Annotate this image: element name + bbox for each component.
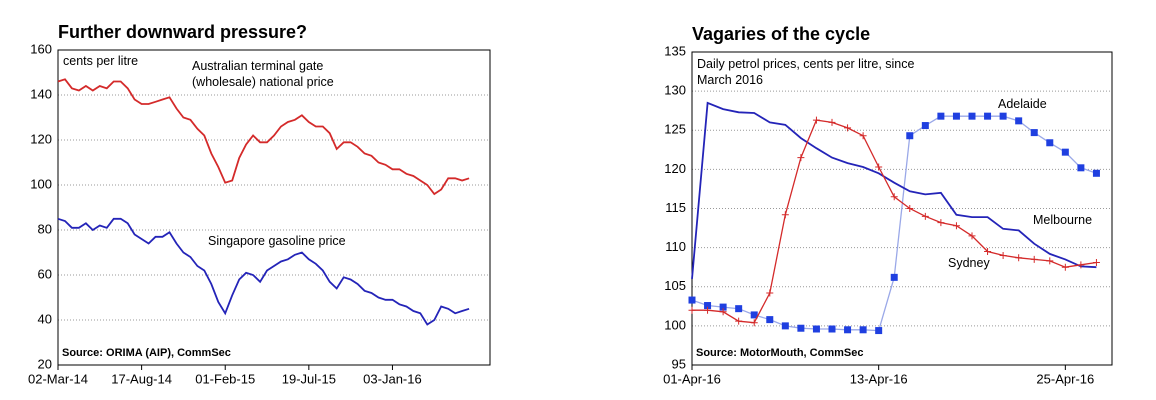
y-tick-label: 125 [664, 122, 686, 137]
marker [1030, 129, 1038, 137]
marker [797, 154, 805, 162]
marker [688, 296, 696, 304]
y-tick-label: 140 [30, 86, 52, 101]
x-tick-label: 19-Jul-15 [282, 371, 336, 386]
marker [875, 327, 883, 335]
series-label: Sydney [948, 256, 990, 270]
marker [781, 211, 789, 219]
marker [1092, 258, 1100, 266]
marker [750, 311, 758, 319]
x-tick-label: 02-Mar-14 [28, 371, 88, 386]
series-line [691, 101, 1097, 279]
marker [812, 116, 820, 124]
marker [812, 325, 820, 333]
marker [735, 317, 743, 325]
marker [1077, 164, 1085, 172]
marker [906, 132, 914, 140]
x-tick-label: 17-Aug-14 [111, 371, 172, 386]
series-label: Australian terminal gate (wholesale) nat… [192, 59, 334, 89]
marker [906, 205, 914, 212]
y-tick-label: 115 [665, 200, 686, 215]
y-tick-label: 95 [672, 356, 686, 371]
y-tick-label: 100 [664, 317, 686, 332]
y-tick-label: 130 [664, 83, 686, 98]
marker [844, 326, 852, 334]
marker [766, 316, 774, 324]
marker [797, 324, 805, 332]
marker [1092, 169, 1100, 177]
marker [952, 222, 960, 230]
marker [875, 163, 883, 171]
marker [937, 219, 945, 227]
marker [1015, 254, 1023, 262]
subtitle: Daily petrol prices, cents per litre, si… [697, 57, 915, 87]
y-tick-label: 20 [38, 356, 52, 371]
series-label: Melbourne [1033, 213, 1093, 227]
plot-frame [57, 49, 491, 366]
y-tick-label: 120 [30, 131, 52, 146]
marker [890, 273, 898, 281]
marker [968, 112, 976, 120]
marker [999, 251, 1007, 259]
x-tick-label: 03-Jan-16 [363, 371, 422, 386]
marker [1030, 255, 1038, 263]
y-tick-label: 60 [38, 266, 52, 281]
marker [844, 124, 852, 132]
y-tick-label: 100 [30, 176, 52, 191]
marker [1046, 257, 1054, 265]
marker [999, 112, 1007, 120]
y-tick-label: 120 [664, 161, 686, 176]
x-tick-label: 13-Apr-16 [850, 371, 908, 386]
series-label: Adelaide [998, 97, 1047, 111]
marker [781, 322, 789, 330]
marker [828, 118, 836, 126]
marker [952, 112, 960, 120]
marker [890, 193, 898, 201]
source: Source: ORIMA (AIP), CommSec [62, 347, 231, 359]
marker [750, 319, 758, 327]
series-line [57, 78, 470, 196]
marker [735, 305, 743, 313]
y-tick-label: 80 [38, 221, 52, 236]
marker [828, 325, 836, 333]
subtitle: cents per litre [63, 54, 139, 68]
marker [704, 306, 712, 314]
marker [1061, 263, 1069, 271]
series-label: Singapore gasoline price [208, 234, 346, 248]
marker [1046, 139, 1054, 147]
marker [688, 306, 696, 314]
marker [1015, 117, 1023, 125]
marker [984, 112, 992, 120]
marker [921, 122, 929, 130]
marker [921, 212, 929, 220]
marker [766, 289, 774, 297]
x-tick-label: 25-Apr-16 [1036, 371, 1094, 386]
chart-title: Further downward pressure? [58, 22, 307, 42]
marker [704, 302, 712, 310]
marker [719, 308, 727, 316]
marker [1061, 148, 1069, 156]
y-tick-label: 40 [38, 311, 52, 326]
y-tick-label: 135 [664, 43, 686, 58]
marker [1077, 261, 1085, 269]
source: Source: MotorMouth, CommSec [696, 347, 863, 359]
marker [859, 132, 867, 140]
plot-frame [691, 51, 1113, 366]
marker [859, 326, 867, 334]
series-line [57, 217, 470, 326]
x-tick-label: 01-Apr-16 [663, 371, 721, 386]
chart-title: Vagaries of the cycle [692, 24, 870, 44]
y-tick-label: 160 [30, 41, 52, 56]
y-tick-label: 110 [665, 239, 686, 254]
y-tick-label: 105 [664, 278, 686, 293]
marker [719, 303, 727, 311]
marker [968, 232, 976, 240]
x-tick-label: 01-Feb-15 [195, 371, 255, 386]
marker [937, 112, 945, 120]
marker [984, 248, 992, 256]
